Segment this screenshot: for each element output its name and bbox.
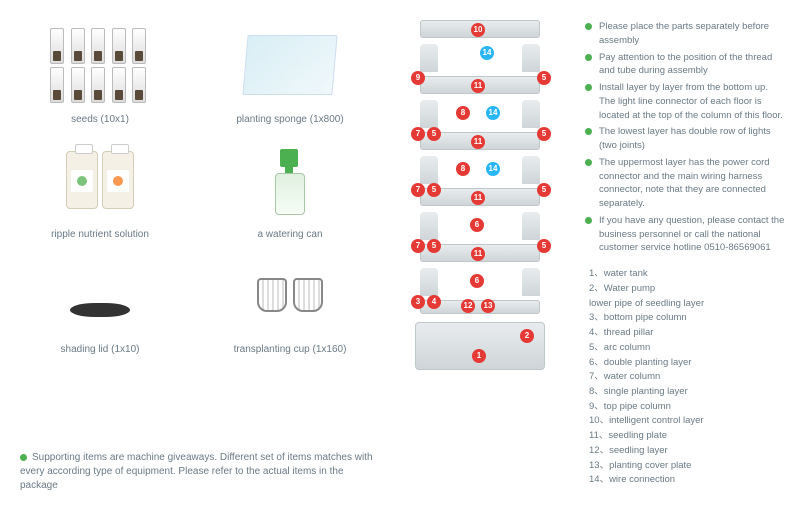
instruction-item: Install layer by layer from the bottom u… <box>585 81 785 122</box>
legend-item: 4、thread pillar <box>585 326 785 341</box>
marker-2: 2 <box>520 329 534 343</box>
tower: 10 14 9 5 11 8 14 7 5 5 11 8 14 <box>405 20 555 370</box>
marker-5: 5 <box>537 239 551 253</box>
pillar-row: 6 <box>420 266 540 296</box>
marker-11: 11 <box>471 79 485 93</box>
top-control-layer: 10 <box>420 20 540 38</box>
tray-layer: 7 5 5 11 <box>420 244 540 262</box>
legend-item: 9、top pipe column <box>585 400 785 415</box>
marker-1: 1 <box>472 349 486 363</box>
legend-item: 1、water tank <box>585 267 785 282</box>
seeds-image <box>20 20 180 110</box>
pillar-row: 6 <box>420 210 540 240</box>
marker-4: 4 <box>427 295 441 309</box>
pillar-row: 14 <box>420 42 540 72</box>
item-nutrient: ripple nutrient solution <box>20 135 180 240</box>
nutrient-image <box>20 135 180 225</box>
item-shading-lid: shading lid (1x10) <box>20 250 180 355</box>
legend-item: 8、single planting layer <box>585 385 785 400</box>
marker-5: 5 <box>537 71 551 85</box>
item-label: seeds (10x1) <box>20 114 180 125</box>
tray-layer: 9 5 11 <box>420 76 540 94</box>
instruction-item: Pay attention to the position of the thr… <box>585 51 785 79</box>
assembly-diagram: 10 14 9 5 11 8 14 7 5 5 11 8 14 <box>395 20 565 370</box>
sponge-image <box>210 20 370 110</box>
footer-note: Supporting items are machine giveaways. … <box>20 451 380 493</box>
item-label: transplanting cup (1x160) <box>210 344 370 355</box>
marker-6: 6 <box>470 274 484 288</box>
supporting-items-panel: seeds (10x1) planting sponge (1x800) rip… <box>20 20 370 355</box>
legend-item: 5、arc column <box>585 341 785 356</box>
marker-5: 5 <box>427 239 441 253</box>
instruction-item: The lowest layer has double row of light… <box>585 125 785 153</box>
item-label: shading lid (1x10) <box>20 344 180 355</box>
instruction-item: Please place the parts separately before… <box>585 20 785 48</box>
marker-5: 5 <box>427 127 441 141</box>
item-transplanting-cup: transplanting cup (1x160) <box>210 250 370 355</box>
marker-13: 13 <box>481 299 495 313</box>
marker-5: 5 <box>427 183 441 197</box>
cups-image <box>210 250 370 340</box>
marker-14: 14 <box>486 106 500 120</box>
marker-8: 8 <box>456 106 470 120</box>
instruction-item: If you have any question, please contact… <box>585 214 785 255</box>
legend-item: 11、seedling plate <box>585 429 785 444</box>
cover-plate: 3 4 12 13 <box>420 300 540 314</box>
tray-layer: 7 5 5 11 <box>420 132 540 150</box>
item-sponge: planting sponge (1x800) <box>210 20 370 125</box>
marker-5: 5 <box>537 183 551 197</box>
item-label: a watering can <box>210 229 370 240</box>
marker-3: 3 <box>411 295 425 309</box>
lid-image <box>20 250 180 340</box>
marker-7: 7 <box>411 239 425 253</box>
item-label: ripple nutrient solution <box>20 229 180 240</box>
legend-item: 10、intelligent control layer <box>585 414 785 429</box>
legend-item: 12、seedling layer <box>585 444 785 459</box>
bullet-icon <box>20 454 27 461</box>
legend-item: 2、Water pump <box>585 282 785 297</box>
marker-10: 10 <box>471 23 485 37</box>
pillar-row: 8 14 <box>420 154 540 184</box>
marker-7: 7 <box>411 127 425 141</box>
marker-11: 11 <box>471 191 485 205</box>
legend-item: 14、wire connection <box>585 473 785 488</box>
marker-6: 6 <box>470 218 484 232</box>
instruction-item: The uppermost layer has the power cord c… <box>585 156 785 211</box>
marker-11: 11 <box>471 247 485 261</box>
spray-image <box>210 135 370 225</box>
legend-item: 3、bottom pipe column <box>585 311 785 326</box>
marker-7: 7 <box>411 183 425 197</box>
footer-text: Supporting items are machine giveaways. … <box>20 452 373 491</box>
marker-9: 9 <box>411 71 425 85</box>
marker-11: 11 <box>471 135 485 149</box>
legend-item: 6、double planting layer <box>585 356 785 371</box>
item-watering-can: a watering can <box>210 135 370 240</box>
marker-14: 14 <box>480 46 494 60</box>
pillar-row: 8 14 <box>420 98 540 128</box>
legend-item: lower pipe of seedling layer <box>585 297 785 312</box>
marker-5: 5 <box>537 127 551 141</box>
marker-14: 14 <box>486 162 500 176</box>
instructions-panel: Please place the parts separately before… <box>585 20 785 488</box>
instruction-list: Please place the parts separately before… <box>585 20 785 255</box>
legend-item: 7、water column <box>585 370 785 385</box>
legend-item: 13、planting cover plate <box>585 459 785 474</box>
water-tank: 2 1 <box>415 322 545 370</box>
parts-legend: 1、water tank 2、Water pump lower pipe of … <box>585 267 785 488</box>
marker-12: 12 <box>461 299 475 313</box>
tray-layer: 7 5 5 11 <box>420 188 540 206</box>
marker-8: 8 <box>456 162 470 176</box>
item-seeds: seeds (10x1) <box>20 20 180 125</box>
items-grid: seeds (10x1) planting sponge (1x800) rip… <box>20 20 370 355</box>
item-label: planting sponge (1x800) <box>210 114 370 125</box>
